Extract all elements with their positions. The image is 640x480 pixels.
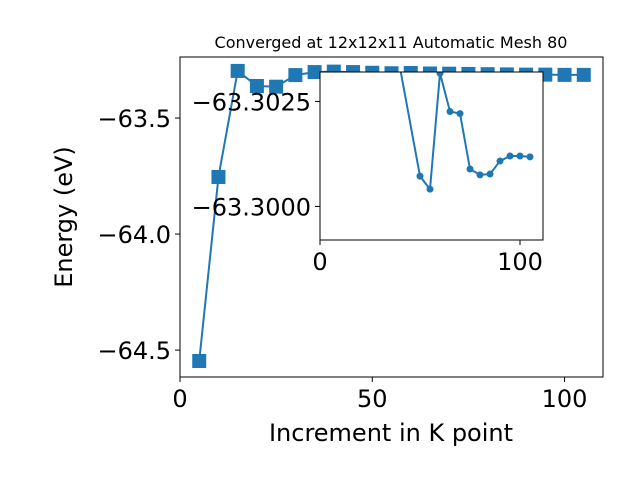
inset-background [320, 72, 543, 240]
marker [466, 165, 474, 173]
y-tick-label: −64.0 [97, 221, 171, 249]
marker [446, 107, 454, 115]
marker [307, 65, 322, 80]
x-tick-label: 50 [357, 385, 388, 413]
y-tick-label: −64.5 [97, 337, 171, 365]
y-tick-label: −63.3025 [192, 88, 311, 116]
marker [526, 153, 534, 161]
marker [192, 353, 207, 368]
marker [576, 67, 591, 82]
marker [486, 170, 494, 178]
x-tick-label: 100 [542, 385, 588, 413]
x-tick-label: 100 [497, 248, 543, 276]
axes-frame [319, 71, 544, 241]
axes-frame [179, 56, 604, 378]
x-axis-label: Increment in K point [269, 419, 513, 447]
marker [456, 110, 464, 118]
y-axis-label: Energy (eV) [50, 146, 78, 288]
x-tick-label: 0 [172, 385, 187, 413]
marker [288, 68, 303, 83]
marker [269, 79, 284, 94]
marker [557, 67, 572, 82]
marker [516, 152, 524, 160]
marker [426, 185, 434, 193]
marker [436, 72, 444, 77]
x-tick-label: 0 [312, 248, 327, 276]
y-tick-label: −63.3000 [192, 193, 311, 221]
marker [496, 157, 504, 165]
marker [416, 172, 424, 180]
y-tick-label: −63.5 [97, 105, 171, 133]
marker [249, 79, 264, 94]
marker [506, 152, 514, 160]
marker [476, 171, 484, 179]
chart-title: Converged at 12x12x11 Automatic Mesh 80 [215, 33, 568, 52]
marker [211, 169, 226, 184]
marker [230, 63, 245, 78]
